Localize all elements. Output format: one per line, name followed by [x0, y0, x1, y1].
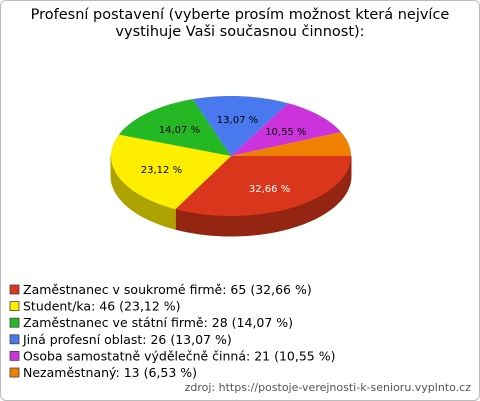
legend-label: Zaměstnanec v soukromé firmě: 65 (32,66 … — [23, 282, 312, 297]
legend-swatch — [9, 317, 20, 328]
data-label: 23,12 % — [141, 165, 182, 176]
pie-slice — [231, 132, 351, 156]
legend-swatch — [9, 284, 20, 295]
legend-label: Zaměstnanec ve státní firmě: 28 (14,07 %… — [23, 315, 293, 330]
pie-slice — [231, 103, 342, 156]
pie-slice — [175, 156, 351, 216]
pie-side — [110, 155, 176, 230]
legend-swatch — [9, 301, 20, 312]
data-label: 10,55 % — [265, 127, 306, 138]
pie-slice — [111, 134, 231, 210]
legend-swatch — [9, 350, 20, 361]
legend-label: Student/ka: 46 (23,12 %) — [23, 299, 181, 314]
chart-title: Profesní postavení (vyberte prosím možno… — [30, 7, 450, 40]
source: zdroj: https://postoje-verejnosti-k-seni… — [185, 381, 472, 394]
legend-label: Nezaměstnaný: 13 (6,53 %) — [23, 365, 197, 380]
pie-slice — [192, 96, 289, 156]
data-label: 13,07 % — [217, 115, 258, 126]
legend-label: Jiná profesní oblast: 26 (13,07 %) — [22, 332, 232, 347]
data-label: 32,66 % — [249, 184, 290, 195]
legend-label: Osoba samostatně výdělečně činná: 21 (10… — [23, 348, 335, 363]
legend-swatch — [9, 367, 20, 378]
data-label: 14,07 % — [159, 125, 200, 136]
pie-slice — [118, 99, 231, 156]
legend-swatch — [9, 334, 20, 345]
